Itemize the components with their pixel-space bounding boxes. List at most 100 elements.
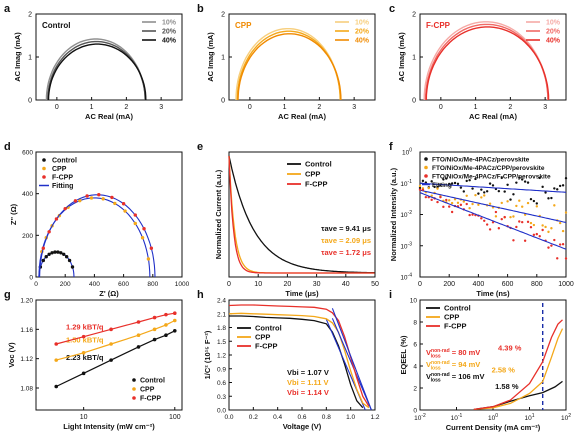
panel-d-point-F-CPP: [85, 194, 89, 198]
panel-f-point-2: [424, 195, 428, 199]
panel-i-pct-label: 1.58 %: [495, 382, 519, 391]
panel-g-legend-marker: [132, 396, 136, 400]
panel-f-ytick-label: 10-1: [400, 179, 412, 188]
panel-f-point-2: [442, 205, 445, 209]
panel-g-xtick-label: 10: [80, 414, 88, 421]
panel-f-point-2: [547, 246, 550, 249]
panel-d-point-F-CPP: [97, 193, 101, 197]
panel-f-point-0: [456, 182, 460, 186]
panel-i-series-F-CPP: [473, 319, 563, 411]
panel-c-ytick-label: 1: [412, 55, 416, 62]
vloss-value: = 94 mV: [450, 360, 481, 369]
vloss-base: V: [426, 372, 431, 381]
panel-h-vbi-label: Vbi = 1.07 V: [287, 368, 329, 377]
panel-e-tau-label: τave = 2.09 μs: [321, 236, 371, 245]
panel-f-point-1: [477, 203, 480, 206]
panel-d-point-Control: [44, 254, 48, 259]
panel-f-point-0: [558, 184, 562, 188]
panel-f-point-0: [497, 189, 501, 193]
panel-h-ytick-label: 0.3: [217, 394, 226, 401]
panel-c-series-10%: [423, 21, 549, 101]
panel-f-point-2: [564, 257, 568, 260]
panel-d-xtick-label: 400: [89, 281, 100, 288]
panel-d-fit-F-CPP: [39, 194, 156, 278]
panel-h-series-F-CPP: [228, 304, 370, 407]
panel-g-slope-label: 1.50 kBT/q: [66, 336, 104, 345]
panel-f-point-0: [523, 180, 527, 183]
panel-i-xtick-label: 101: [524, 413, 534, 422]
panel-f-point-0: [506, 183, 509, 186]
panel-a-ytick-label: 2: [28, 12, 32, 19]
panel-c-series-20%: [424, 23, 549, 101]
label-base: 10: [488, 415, 496, 422]
panel-f-xtick-label: 200: [443, 281, 455, 288]
panel-f-point-1: [518, 199, 521, 202]
label-base: 10: [400, 181, 408, 188]
label-base: 10: [524, 415, 532, 422]
panel-f-point-0: [550, 196, 553, 200]
label-base: 10: [561, 415, 569, 422]
panel-h-xlabel: Voltage (V): [283, 422, 322, 431]
panel-g-series-Control: [55, 330, 176, 388]
panel-letter-b: b: [197, 3, 204, 15]
panel-d-ytick-label: 0: [29, 275, 33, 282]
vloss-value: = 80 mV: [450, 348, 481, 357]
panel-b-ytick-label: 2: [221, 12, 225, 19]
panel-i-xtick-label: 10-1: [451, 413, 463, 422]
panel-d-point-CPP: [78, 198, 82, 203]
panel-b-legend-label: 40%: [355, 38, 370, 45]
panel-i-xtick-label: 10-2: [414, 413, 426, 422]
panel-f-point-2: [515, 225, 518, 229]
panel-d-point-CPP: [133, 221, 137, 226]
panel-b-legend-label: 10%: [355, 20, 370, 27]
panel-c-legend-label: 10%: [546, 20, 561, 27]
vloss-sub: loss: [431, 366, 441, 372]
vloss-sup: non-rad: [431, 372, 450, 378]
panel-h-xtick-label: 0.0: [224, 414, 233, 421]
panel-f-point-1: [535, 205, 538, 208]
vloss-base: V: [426, 348, 431, 357]
panel-f-point-0: [538, 176, 541, 180]
panel-f-point-0: [564, 177, 568, 180]
panel-a-series-10%: [45, 38, 146, 101]
panel-f-point-0: [433, 185, 436, 189]
vloss-sub: loss: [431, 354, 441, 360]
panel-f-point-1: [430, 194, 433, 197]
panel-f-point-2: [488, 228, 492, 231]
label-base: 10: [400, 275, 408, 282]
panel-f-point-1: [483, 194, 486, 197]
panel-f-point-0: [503, 190, 506, 193]
panel-i-series-CPP: [473, 328, 564, 411]
panel-f-point-0: [421, 179, 425, 183]
panel-f-point-0: [535, 202, 538, 205]
panel-d-legend-label: Control: [52, 158, 77, 165]
panel-h-series-CPP: [228, 312, 370, 409]
panel-d-point-F-CPP: [54, 217, 59, 221]
panel-d-point-Control: [56, 250, 60, 254]
label-sup: 0: [409, 148, 412, 154]
panel-d-ytick-label: 400: [22, 191, 33, 198]
panel-b-legend-label: 20%: [355, 29, 370, 36]
panel-g-series-F-CPP: [56, 312, 175, 345]
panel-f-point-2: [439, 195, 442, 199]
panel-i-ytick-label: 8: [413, 320, 417, 327]
label-sup: 0: [495, 413, 498, 419]
panel-e-xtick-label: 10: [254, 281, 262, 288]
panel-d-legend-label: CPP: [52, 166, 67, 173]
panel-e-series-F-CPP: [228, 155, 375, 274]
label-sup: 1: [532, 413, 535, 419]
panel-g-xtick-label: 100: [169, 414, 181, 421]
panel-f-fit-2: [419, 192, 567, 250]
panel-f-point-0: [430, 180, 433, 183]
panel-letter-f: f: [389, 141, 393, 153]
panel-d-xtick-label: 800: [147, 281, 158, 288]
panel-h-vbi-label: Vbi = 1.11 V: [287, 378, 328, 387]
vloss-value: = 106 mV: [450, 372, 485, 381]
panel-g-legend-label: F-CPP: [140, 396, 161, 403]
panel-i-vloss-label: Vnon-rad loss = 106 mV: [426, 372, 484, 384]
panel-h-ytick-label: 1.2: [217, 353, 226, 360]
panel-f-xtick-label: 0: [418, 281, 422, 288]
panel-f-point-2: [483, 219, 486, 223]
panel-f-point-2: [535, 232, 538, 236]
panel-d-point-F-CPP: [142, 227, 146, 231]
